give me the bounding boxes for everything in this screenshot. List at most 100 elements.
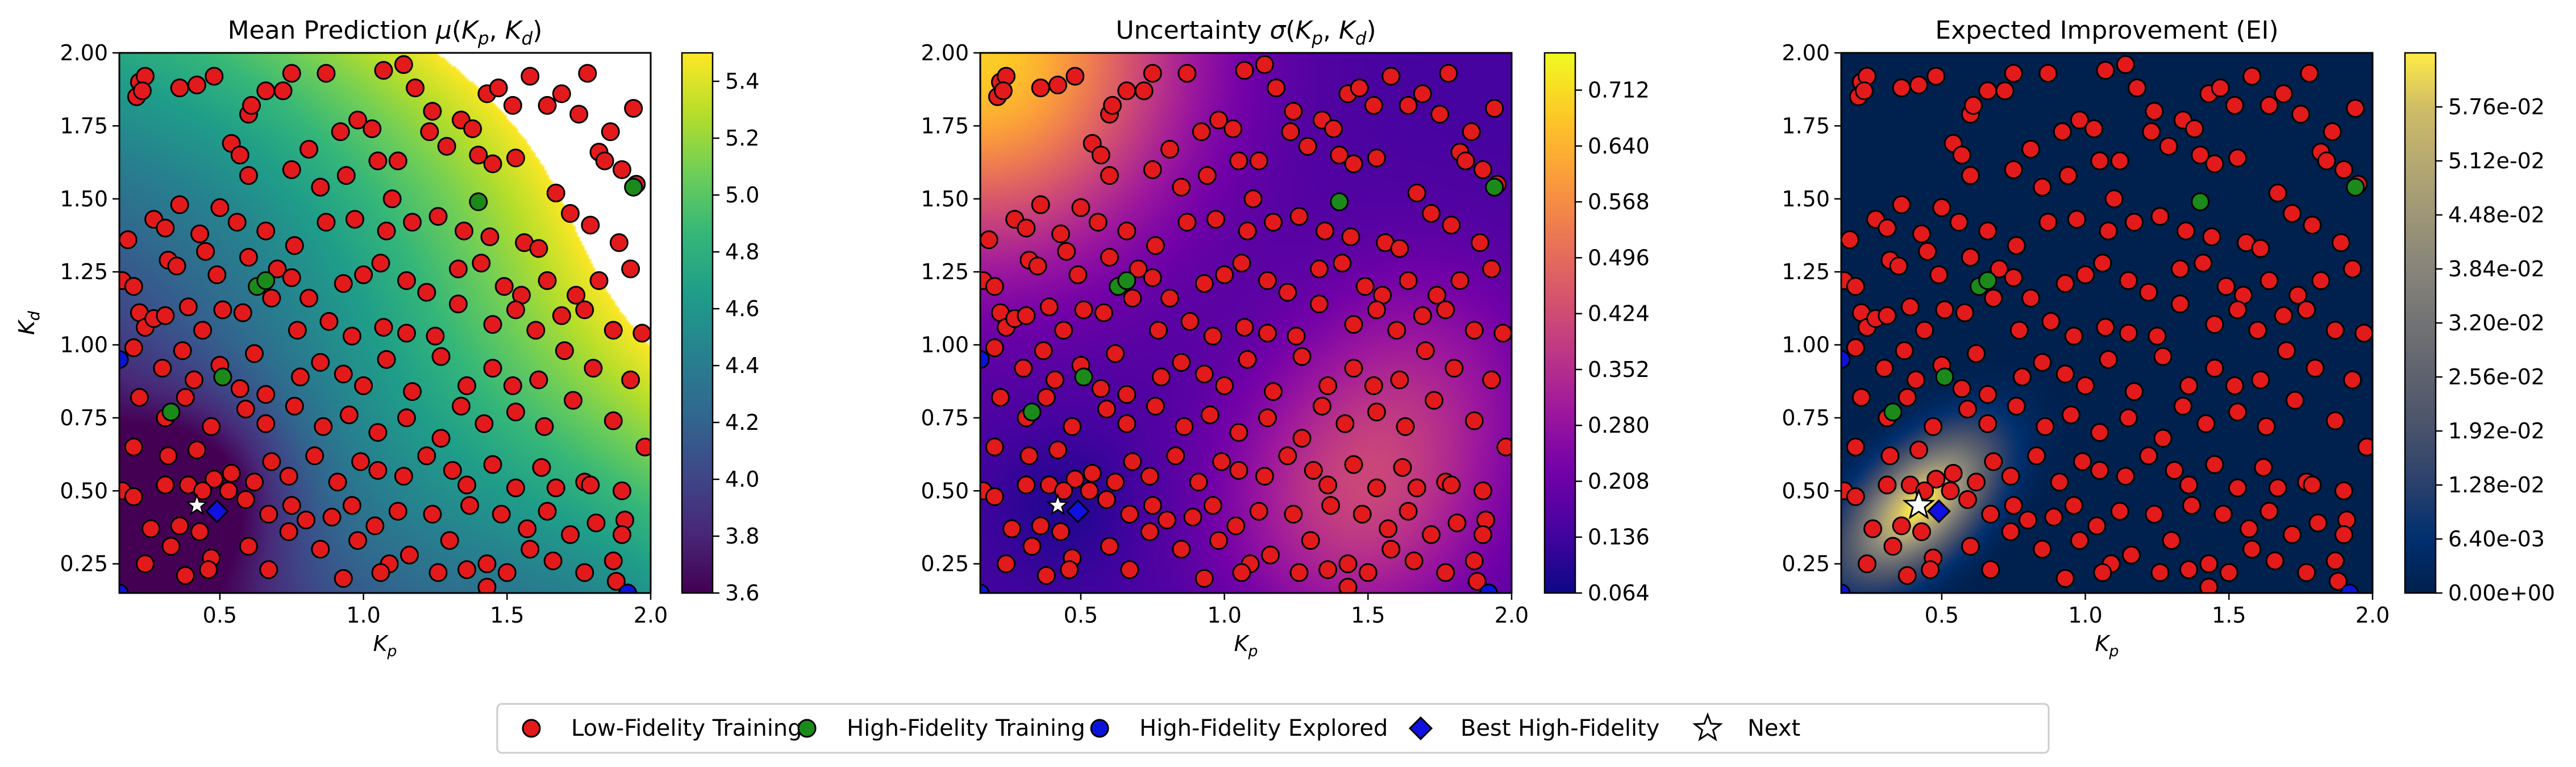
low-fidelity-point — [1924, 417, 1943, 436]
low-fidelity-point — [2125, 213, 2144, 232]
low-fidelity-point — [1258, 324, 1277, 343]
low-fidelity-point — [635, 437, 651, 457]
low-fidelity-point — [156, 306, 175, 325]
low-fidelity-point — [124, 487, 143, 507]
colorbar-tick-label: 3.20e-02 — [2448, 310, 2545, 335]
low-fidelity-point — [1140, 467, 1159, 486]
low-fidelity-point — [230, 379, 249, 399]
colorbar-tick-label: 2.56e-02 — [2448, 364, 2545, 389]
low-fidelity-point — [319, 312, 339, 331]
low-fidelity-point — [521, 67, 540, 86]
low-fidelity-point — [1961, 247, 1980, 267]
low-fidelity-point — [2205, 359, 2224, 378]
high-fidelity-explored-point — [618, 583, 638, 593]
low-fidelity-point — [1264, 382, 1283, 401]
low-fidelity-point — [1060, 560, 1079, 579]
low-fidelity-point — [368, 423, 388, 442]
low-fidelity-point — [1224, 119, 1243, 139]
high-fidelity-point — [1330, 192, 1349, 212]
low-fidelity-point — [543, 552, 563, 571]
low-fidelity-point — [1031, 78, 1050, 98]
low-fidelity-point — [480, 227, 500, 247]
low-fidelity-point — [1255, 55, 1274, 74]
low-fidelity-point — [2159, 136, 2178, 156]
low-fidelity-point — [1318, 560, 1338, 579]
low-fidelity-point — [1952, 379, 1971, 399]
low-fidelity-point — [1961, 537, 1980, 556]
low-fidelity-point — [124, 277, 143, 296]
low-fidelity-point — [1278, 446, 1297, 466]
low-fidelity-point — [1421, 525, 1441, 544]
low-fidelity-point — [1456, 151, 1475, 171]
scatter-points — [119, 55, 651, 593]
low-fidelity-point — [2021, 288, 2041, 308]
low-fidelity-point — [2033, 540, 2052, 559]
low-fidelity-point — [448, 259, 468, 279]
x-tick-label: 2.0 — [634, 603, 668, 628]
low-fidelity-point — [282, 64, 301, 83]
low-fidelity-point — [2346, 99, 2365, 118]
low-fidelity-point — [1355, 277, 1375, 296]
low-fidelity-point — [156, 218, 175, 238]
colorbar-tick-label: 6.40e-03 — [2448, 526, 2545, 552]
low-fidelity-point — [1407, 478, 1426, 497]
low-fidelity-point — [1120, 560, 1139, 579]
low-fidelity-point — [403, 382, 422, 401]
low-fidelity-point — [262, 452, 281, 471]
low-fidelity-point — [2306, 359, 2325, 378]
low-fidelity-point — [239, 537, 258, 556]
high-fidelity-point — [469, 192, 488, 212]
low-fidelity-point — [1172, 353, 1191, 372]
high-fidelity-point — [2346, 177, 2365, 197]
plot-frame — [1840, 52, 2374, 594]
high-fidelity-explored-point — [980, 350, 990, 369]
low-fidelity-point — [1878, 306, 1897, 325]
low-fidelity-point — [1071, 198, 1091, 217]
low-fidelity-point — [1232, 254, 1251, 273]
low-fidelity-point — [475, 414, 494, 433]
low-fidelity-point — [1312, 396, 1331, 416]
low-fidelity-point — [2288, 285, 2308, 305]
low-fidelity-point — [1175, 417, 1194, 436]
low-fidelity-point — [1341, 227, 1360, 247]
title-part-v2: K — [1339, 16, 1357, 45]
colorbar-tick-label: 4.2 — [725, 410, 759, 435]
low-fidelity-point — [1846, 338, 1865, 358]
low-fidelity-point — [2228, 148, 2247, 168]
colorbar-tick-label: 0.280 — [1588, 413, 1650, 438]
low-fidelity-point — [1200, 405, 1220, 425]
low-fidelity-point — [560, 525, 580, 544]
low-fidelity-point — [2050, 472, 2069, 492]
colorbar-tick-label: 4.48e-02 — [2448, 202, 2545, 227]
low-fidelity-point — [2096, 318, 2115, 337]
low-fidelity-point — [1318, 376, 1338, 395]
low-fidelity-point — [2012, 367, 2032, 387]
low-fidelity-point — [1473, 160, 1492, 179]
low-fidelity-point — [2150, 207, 2170, 226]
low-fidelity-point — [207, 265, 227, 284]
low-fidelity-point — [2357, 437, 2373, 457]
y-tick-label: 0.75 — [921, 405, 969, 430]
next-marker — [1046, 493, 1070, 516]
low-fidelity-point — [1048, 440, 1067, 459]
low-fidelity-point — [503, 96, 522, 115]
low-fidelity-point — [1309, 295, 1329, 314]
low-fidelity-point — [368, 461, 388, 480]
colorbar-tick-label: 1.28e-02 — [2448, 472, 2545, 497]
low-fidelity-point — [1841, 230, 1859, 250]
y-tick-label: 0.50 — [921, 478, 969, 503]
low-fidelity-point — [1915, 321, 1934, 340]
colorbar-gradient — [2405, 53, 2436, 593]
low-fidelity-point — [1094, 303, 1113, 322]
low-fidelity-point — [546, 478, 565, 497]
low-fidelity-point — [1932, 198, 1951, 217]
low-fidelity-point — [1863, 519, 1883, 538]
low-fidelity-point — [239, 166, 258, 185]
low-fidelity-point — [417, 446, 436, 466]
low-fidelity-point — [1249, 501, 1268, 521]
legend-label: Best High-Fidelity — [1460, 715, 1659, 741]
low-fidelity-point — [288, 321, 307, 340]
low-fidelity-point — [569, 105, 589, 124]
chart-title: Uncertainty σ(Kp, Kd) — [1116, 16, 1376, 49]
title-part-pre: Uncertainty — [1116, 16, 1270, 45]
